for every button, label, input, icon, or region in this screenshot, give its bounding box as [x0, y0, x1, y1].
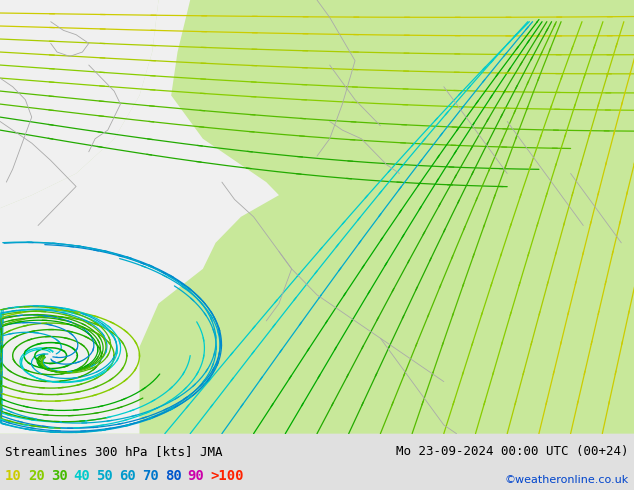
Polygon shape	[0, 0, 158, 208]
Text: Mo 23-09-2024 00:00 UTC (00+24): Mo 23-09-2024 00:00 UTC (00+24)	[396, 445, 629, 458]
Text: 90: 90	[188, 469, 204, 483]
Text: 30: 30	[51, 469, 67, 483]
Text: 50: 50	[96, 469, 113, 483]
Text: 20: 20	[28, 469, 44, 483]
Text: 10: 10	[5, 469, 22, 483]
Text: 80: 80	[165, 469, 181, 483]
Text: >100: >100	[210, 469, 244, 483]
Text: 70: 70	[142, 469, 158, 483]
Text: 60: 60	[119, 469, 136, 483]
Text: Streamlines 300 hPa [kts] JMA: Streamlines 300 hPa [kts] JMA	[5, 445, 223, 458]
Polygon shape	[0, 0, 634, 434]
Text: ©weatheronline.co.uk: ©weatheronline.co.uk	[505, 475, 629, 486]
Text: 40: 40	[74, 469, 90, 483]
Polygon shape	[0, 0, 279, 434]
